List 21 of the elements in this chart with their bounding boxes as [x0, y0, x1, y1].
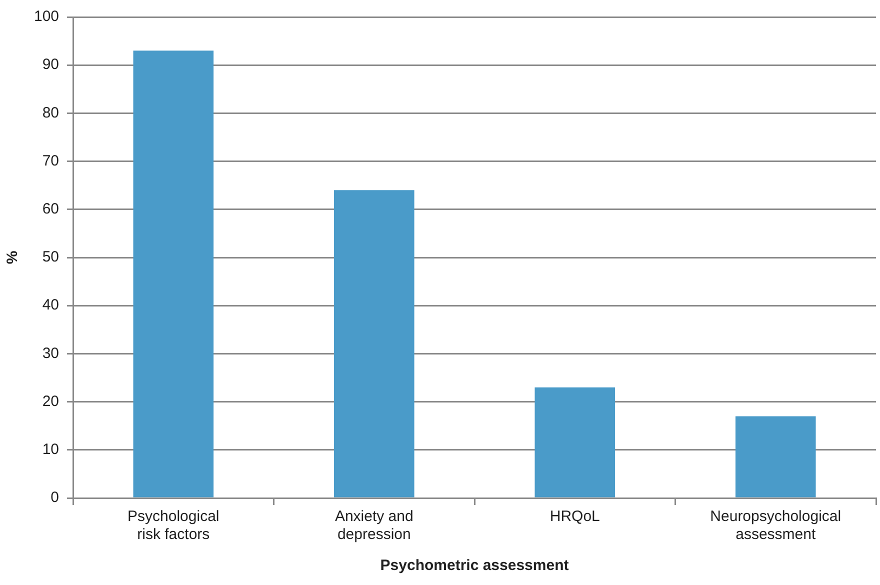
- y-tick-label: 90: [42, 56, 60, 74]
- y-axis-title: %: [4, 250, 22, 264]
- x-tick-label: Psychological risk factors: [128, 508, 220, 544]
- y-tick-label: 60: [42, 200, 60, 218]
- y-tick-label: 20: [42, 392, 60, 410]
- y-tick-label: 80: [42, 104, 60, 122]
- bar: [334, 190, 414, 498]
- x-tick-label: Neuropsychological assessment: [710, 508, 842, 544]
- y-tick-label: 70: [42, 152, 60, 170]
- y-tick-label: 10: [42, 441, 60, 458]
- y-tick-label: 40: [42, 296, 60, 314]
- bar: [735, 416, 816, 498]
- x-tick-label: HRQoL: [550, 508, 600, 526]
- x-tick-label: Anxiety and depression: [334, 508, 414, 544]
- y-tick-label: 0: [50, 489, 60, 506]
- x-axis-title: Psychometric assessment: [380, 557, 569, 574]
- bar: [133, 50, 214, 498]
- y-tick-label: 50: [42, 248, 60, 266]
- y-tick-label: 100: [34, 8, 60, 26]
- y-tick-label: 30: [42, 344, 60, 362]
- bar: [534, 387, 616, 498]
